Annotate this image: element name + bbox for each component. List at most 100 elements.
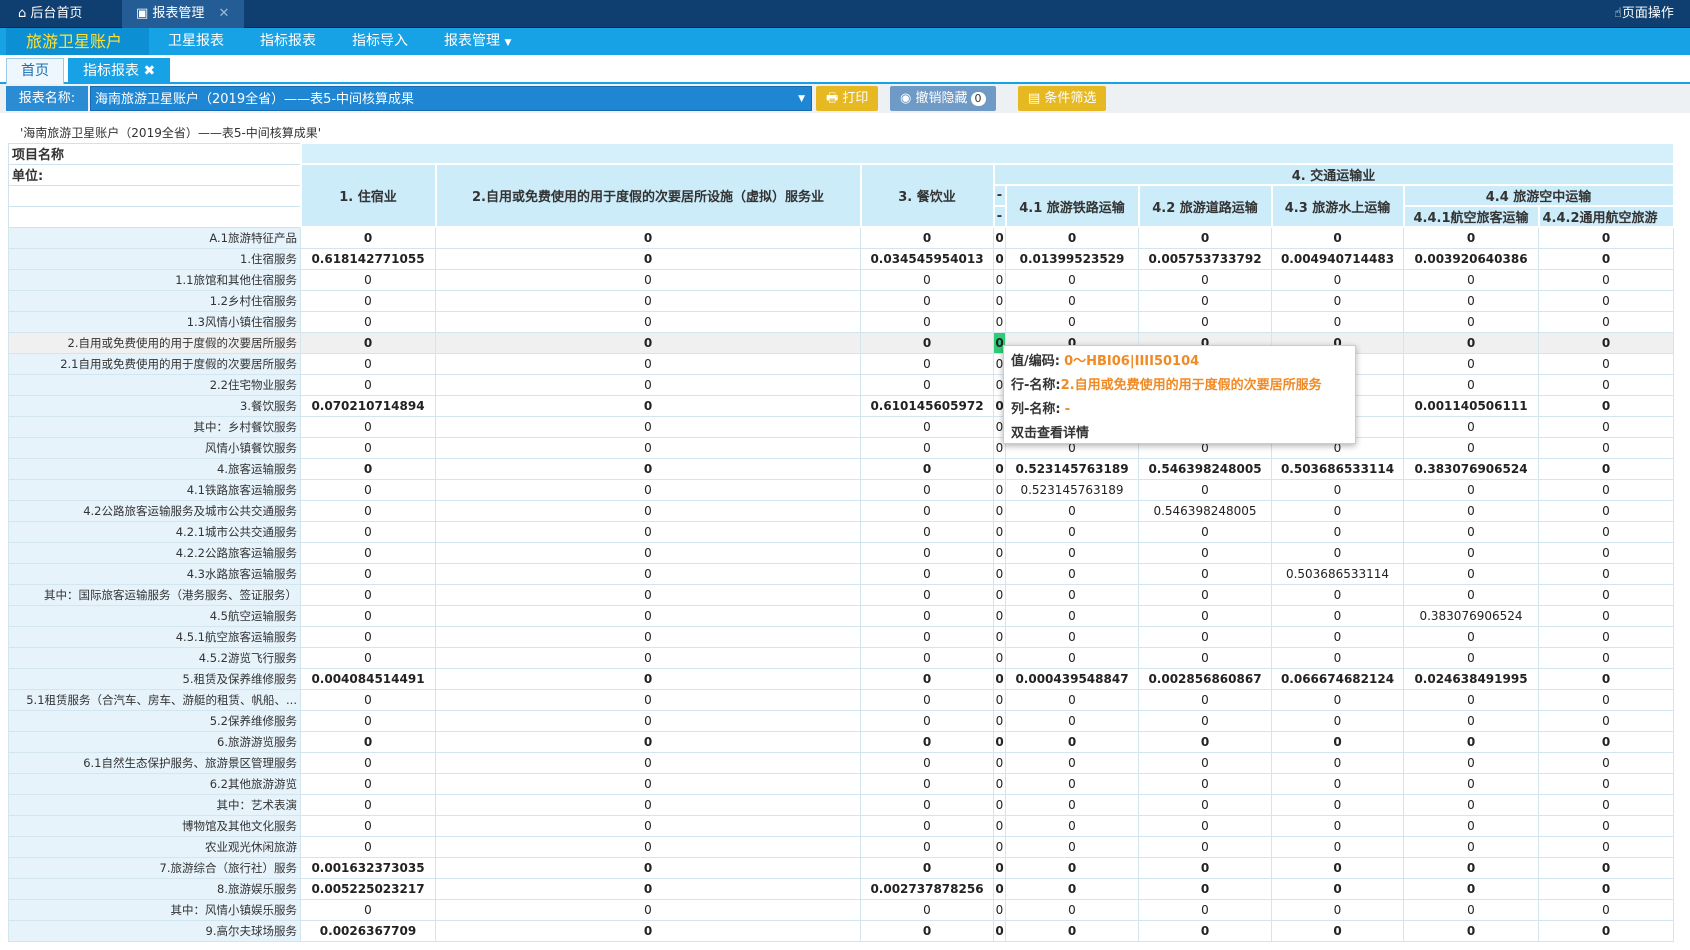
cell[interactable]: 0.0026367709: [300, 919, 436, 942]
cell[interactable]: 0: [860, 499, 994, 522]
cell[interactable]: 0: [1005, 268, 1139, 291]
cell[interactable]: 0: [1005, 751, 1139, 774]
cell[interactable]: 0: [435, 289, 861, 312]
cell[interactable]: 0: [300, 625, 436, 648]
cell[interactable]: 0: [1403, 835, 1539, 858]
cell[interactable]: 0: [1005, 604, 1139, 627]
cell[interactable]: 0: [300, 226, 436, 249]
cell[interactable]: 0: [993, 541, 1006, 564]
cell[interactable]: 0: [1538, 898, 1674, 921]
cell[interactable]: 0: [1538, 352, 1674, 375]
cell[interactable]: 0.001140506111: [1403, 394, 1539, 417]
cell[interactable]: 0: [860, 709, 994, 732]
cell[interactable]: 0: [1138, 520, 1272, 543]
cell[interactable]: 0: [1005, 226, 1139, 249]
report-tab[interactable]: ▣ 报表管理 ✕: [122, 0, 244, 28]
cell[interactable]: 0: [1005, 520, 1139, 543]
cell[interactable]: 0: [300, 373, 436, 396]
column-header[interactable]: 3. 餐饮业: [859, 163, 995, 228]
column-header[interactable]: 4.1 旅游铁路运输: [1004, 184, 1140, 228]
cell[interactable]: 0: [993, 856, 1006, 879]
cell[interactable]: 0: [1403, 436, 1539, 459]
cell[interactable]: 0: [993, 814, 1006, 837]
cell[interactable]: 0: [993, 646, 1006, 669]
cell[interactable]: 0: [1538, 730, 1674, 753]
cell[interactable]: 0: [1538, 415, 1674, 438]
cell[interactable]: 0: [860, 730, 994, 753]
cell[interactable]: 0: [860, 583, 994, 606]
cell[interactable]: 0: [860, 268, 994, 291]
cell[interactable]: 0: [993, 688, 1006, 711]
cell[interactable]: 0: [300, 478, 436, 501]
cell[interactable]: 0: [1138, 226, 1272, 249]
cell[interactable]: 0: [1138, 772, 1272, 795]
cell[interactable]: 0: [1403, 751, 1539, 774]
cell[interactable]: 0: [993, 793, 1006, 816]
cell[interactable]: 0: [435, 730, 861, 753]
cell[interactable]: 0.004940714483: [1271, 247, 1404, 270]
cell[interactable]: 0: [860, 646, 994, 669]
cell[interactable]: 0: [1005, 856, 1139, 879]
cell[interactable]: 0: [1138, 478, 1272, 501]
cell[interactable]: 0: [1538, 709, 1674, 732]
cell[interactable]: 0: [860, 919, 994, 942]
cell[interactable]: 0: [1538, 772, 1674, 795]
column-header[interactable]: 4.4.1航空旅客运输: [1402, 205, 1540, 228]
cell[interactable]: 0: [435, 541, 861, 564]
nav-item[interactable]: 指标导入: [352, 33, 408, 49]
cell[interactable]: 0: [1403, 646, 1539, 669]
cell[interactable]: 0: [435, 331, 861, 354]
cell[interactable]: 0: [1538, 604, 1674, 627]
cell[interactable]: 0: [1271, 730, 1404, 753]
cell[interactable]: 0: [860, 562, 994, 585]
cell[interactable]: 0: [1538, 793, 1674, 816]
cell[interactable]: 0: [993, 499, 1006, 522]
cell[interactable]: 0: [860, 457, 994, 480]
cell[interactable]: 0: [300, 583, 436, 606]
cell[interactable]: 0: [860, 751, 994, 774]
cell[interactable]: 0: [1005, 646, 1139, 669]
cell[interactable]: 0: [1271, 709, 1404, 732]
cell[interactable]: 0: [435, 520, 861, 543]
cell[interactable]: 0: [300, 814, 436, 837]
nav-item[interactable]: 报表管理 ▼: [444, 33, 512, 49]
cell[interactable]: 0: [1403, 331, 1539, 354]
cell[interactable]: 0: [435, 268, 861, 291]
cell[interactable]: 0: [860, 226, 994, 249]
column-header[interactable]: 4.4.2通用航空旅游: [1537, 205, 1675, 228]
cell[interactable]: 0: [860, 793, 994, 816]
report-select[interactable]: 海南旅游卫星账户（2019全省）——表5-中间核算成果 ▼: [90, 86, 812, 111]
cell[interactable]: 0: [1005, 814, 1139, 837]
cell[interactable]: 0: [1271, 499, 1404, 522]
cell[interactable]: 0: [435, 667, 861, 690]
cell[interactable]: 0: [993, 835, 1006, 858]
cell[interactable]: 0.546398248005: [1138, 499, 1272, 522]
cell[interactable]: 0: [300, 457, 436, 480]
cell[interactable]: 0: [435, 751, 861, 774]
cell[interactable]: 0: [300, 793, 436, 816]
cell[interactable]: 0: [1005, 625, 1139, 648]
cell[interactable]: 0: [300, 751, 436, 774]
cell[interactable]: 0: [1138, 898, 1272, 921]
cell[interactable]: 0: [1271, 583, 1404, 606]
cell[interactable]: 0: [1538, 436, 1674, 459]
cell[interactable]: 0: [1403, 499, 1539, 522]
cell[interactable]: 0: [1403, 877, 1539, 900]
cell[interactable]: 0: [1271, 856, 1404, 879]
cell[interactable]: 0.003920640386: [1403, 247, 1539, 270]
cell[interactable]: 0.383076906524: [1403, 604, 1539, 627]
cell[interactable]: 0: [1538, 877, 1674, 900]
cell[interactable]: 0: [1403, 814, 1539, 837]
cell[interactable]: 0: [300, 499, 436, 522]
unhide-button[interactable]: ◉ 撤销隐藏 0: [890, 86, 996, 111]
cell[interactable]: 0: [1538, 394, 1674, 417]
cell[interactable]: 0: [1403, 310, 1539, 333]
cell[interactable]: 0: [1271, 835, 1404, 858]
cell[interactable]: 0: [1403, 772, 1539, 795]
cell[interactable]: 0: [300, 415, 436, 438]
cell[interactable]: 0.610145605972: [860, 394, 994, 417]
cell[interactable]: 0: [300, 310, 436, 333]
cell[interactable]: 0: [860, 478, 994, 501]
cell[interactable]: 0: [993, 625, 1006, 648]
cell[interactable]: 0: [1271, 541, 1404, 564]
